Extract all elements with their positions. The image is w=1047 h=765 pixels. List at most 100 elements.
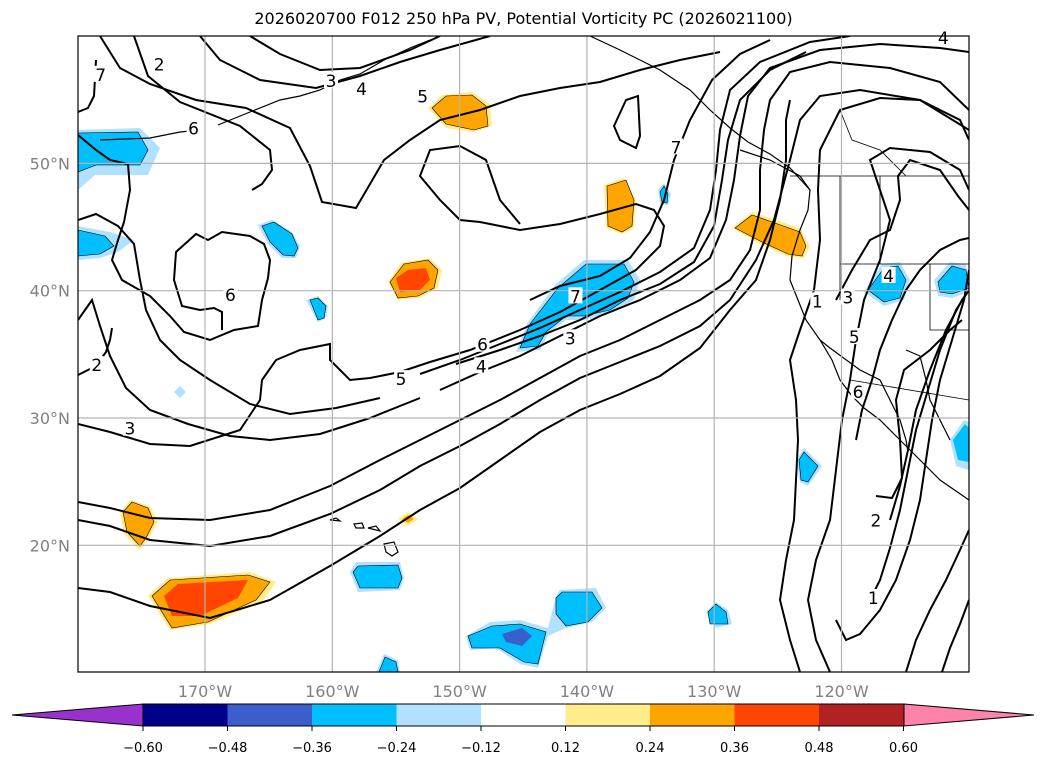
contour-line	[905, 529, 969, 672]
negative-anomaly-hi-s-core	[352, 564, 403, 589]
contour-label-bg	[563, 329, 578, 346]
contour-label-bg	[868, 511, 883, 528]
lon-tick-label: 130°W	[687, 682, 742, 701]
contour-label: 3	[565, 329, 576, 349]
lat-tick-label: 50°N	[30, 154, 70, 173]
contour-label: 4	[883, 267, 894, 287]
lat-tick-label: 30°N	[30, 409, 70, 428]
contour-label-bg	[394, 370, 409, 387]
contour-label: 7	[570, 287, 581, 307]
colorbar-segment	[734, 704, 819, 726]
contour-line	[855, 237, 969, 441]
contour-label-bg	[122, 419, 137, 436]
contour-label-bg	[936, 28, 951, 45]
contour-label: 6	[477, 336, 488, 356]
contour-label: 4	[476, 357, 487, 377]
contour-label: 3	[124, 420, 135, 440]
contour-label-bg	[847, 328, 862, 345]
colorbar-segment	[143, 704, 228, 726]
contour-label: 2	[870, 511, 881, 531]
contour-label: 2	[154, 56, 165, 76]
negative-anomaly-sc2-core	[378, 656, 399, 672]
map-title: 2026020700 F012 250 hPa PV, Potential Vo…	[254, 9, 793, 28]
contour-label: 5	[396, 370, 407, 390]
contour-line	[78, 60, 969, 522]
colorbar-tick-label: −0.24	[377, 741, 417, 756]
contour-label: 4	[356, 80, 367, 100]
contour-label-bg	[415, 87, 430, 104]
contour-line	[612, 94, 642, 150]
colorbar-tick-label: 0.48	[805, 741, 834, 756]
colorbar-tick-label: −0.12	[461, 741, 501, 756]
latitude-labels: 50°N 40°N 30°N 20°N	[30, 154, 70, 555]
colorbar-frame	[142, 703, 905, 727]
negative-anomaly-sc-deep	[502, 628, 532, 646]
colorbar-segment	[481, 704, 566, 726]
lon-tick-label: 120°W	[814, 682, 869, 701]
negative-anomaly-dot	[174, 386, 186, 398]
contour-line	[835, 269, 969, 642]
colorbar-extend-min	[11, 703, 144, 727]
contour-label-bg	[669, 138, 684, 155]
lat-tick-label: 20°N	[30, 536, 70, 555]
contour-label-bg	[866, 589, 881, 606]
contour-line	[249, 36, 441, 72]
lat-tick-label: 40°N	[30, 282, 70, 301]
negative-anomaly-sc-core	[467, 591, 603, 665]
contour-label: 7	[95, 66, 106, 86]
colorbar-segment	[565, 704, 650, 726]
contour-label-bg	[840, 288, 855, 305]
contour-label-bg	[881, 266, 896, 283]
negative-anomaly-small-core	[309, 297, 327, 321]
negative-anomaly-se-core	[953, 424, 969, 462]
contour-label: 1	[868, 589, 879, 609]
negative-anomaly-mid-core	[261, 221, 299, 257]
contour-label: 5	[849, 328, 860, 348]
contour-line	[806, 146, 969, 672]
contour-label-bg	[223, 286, 238, 303]
colorbar-segment	[650, 704, 735, 726]
contour-line	[99, 36, 721, 210]
negative-anomaly-e-core	[937, 265, 969, 295]
contour-label-bg	[568, 287, 583, 304]
contour-line	[78, 134, 272, 342]
colorbar-segment	[396, 704, 481, 726]
plot-frame	[77, 35, 970, 673]
lon-tick-label: 160°W	[305, 682, 360, 701]
positive-anomaly-40n-core	[396, 268, 430, 292]
contour-label-bg	[475, 335, 490, 352]
contour-label: 6	[853, 383, 864, 403]
contour-label-bg	[851, 382, 866, 399]
colorbar-tick-label: 0.36	[720, 741, 749, 756]
colorbar-segment	[312, 704, 397, 726]
longitude-labels: 170°W 160°W 150°W 140°W 130°W 120°W	[178, 682, 869, 701]
contour-line	[419, 36, 851, 375]
contour-label-bg	[474, 357, 489, 374]
contour-label: 6	[225, 286, 236, 306]
contour-line	[78, 99, 791, 620]
colorbar-tick-label: 0.60	[889, 741, 918, 756]
contour-line	[875, 319, 963, 500]
contour-line	[78, 212, 381, 416]
contour-label-bg	[354, 79, 369, 96]
contour-label: 3	[842, 289, 853, 309]
contour-line	[778, 96, 969, 672]
contour-label: 2	[91, 356, 102, 376]
colorbar-tick-label: −0.36	[292, 741, 332, 756]
contour-label: 3	[326, 72, 337, 92]
contour-line	[78, 297, 421, 442]
contour-label: 6	[188, 119, 199, 139]
contour-line	[78, 88, 969, 548]
colorbar-tick-label: −0.60	[123, 741, 163, 756]
negative-anomaly-w-core	[78, 229, 115, 257]
contour-line	[941, 599, 969, 672]
colorbar-segment	[819, 704, 904, 726]
contour-label-bg	[186, 119, 201, 136]
contour-label-bg	[89, 356, 104, 373]
contour-line	[869, 289, 969, 601]
lon-tick-label: 170°W	[178, 682, 233, 701]
coastline-hawaii	[329, 517, 399, 557]
lon-tick-label: 140°W	[560, 682, 615, 701]
